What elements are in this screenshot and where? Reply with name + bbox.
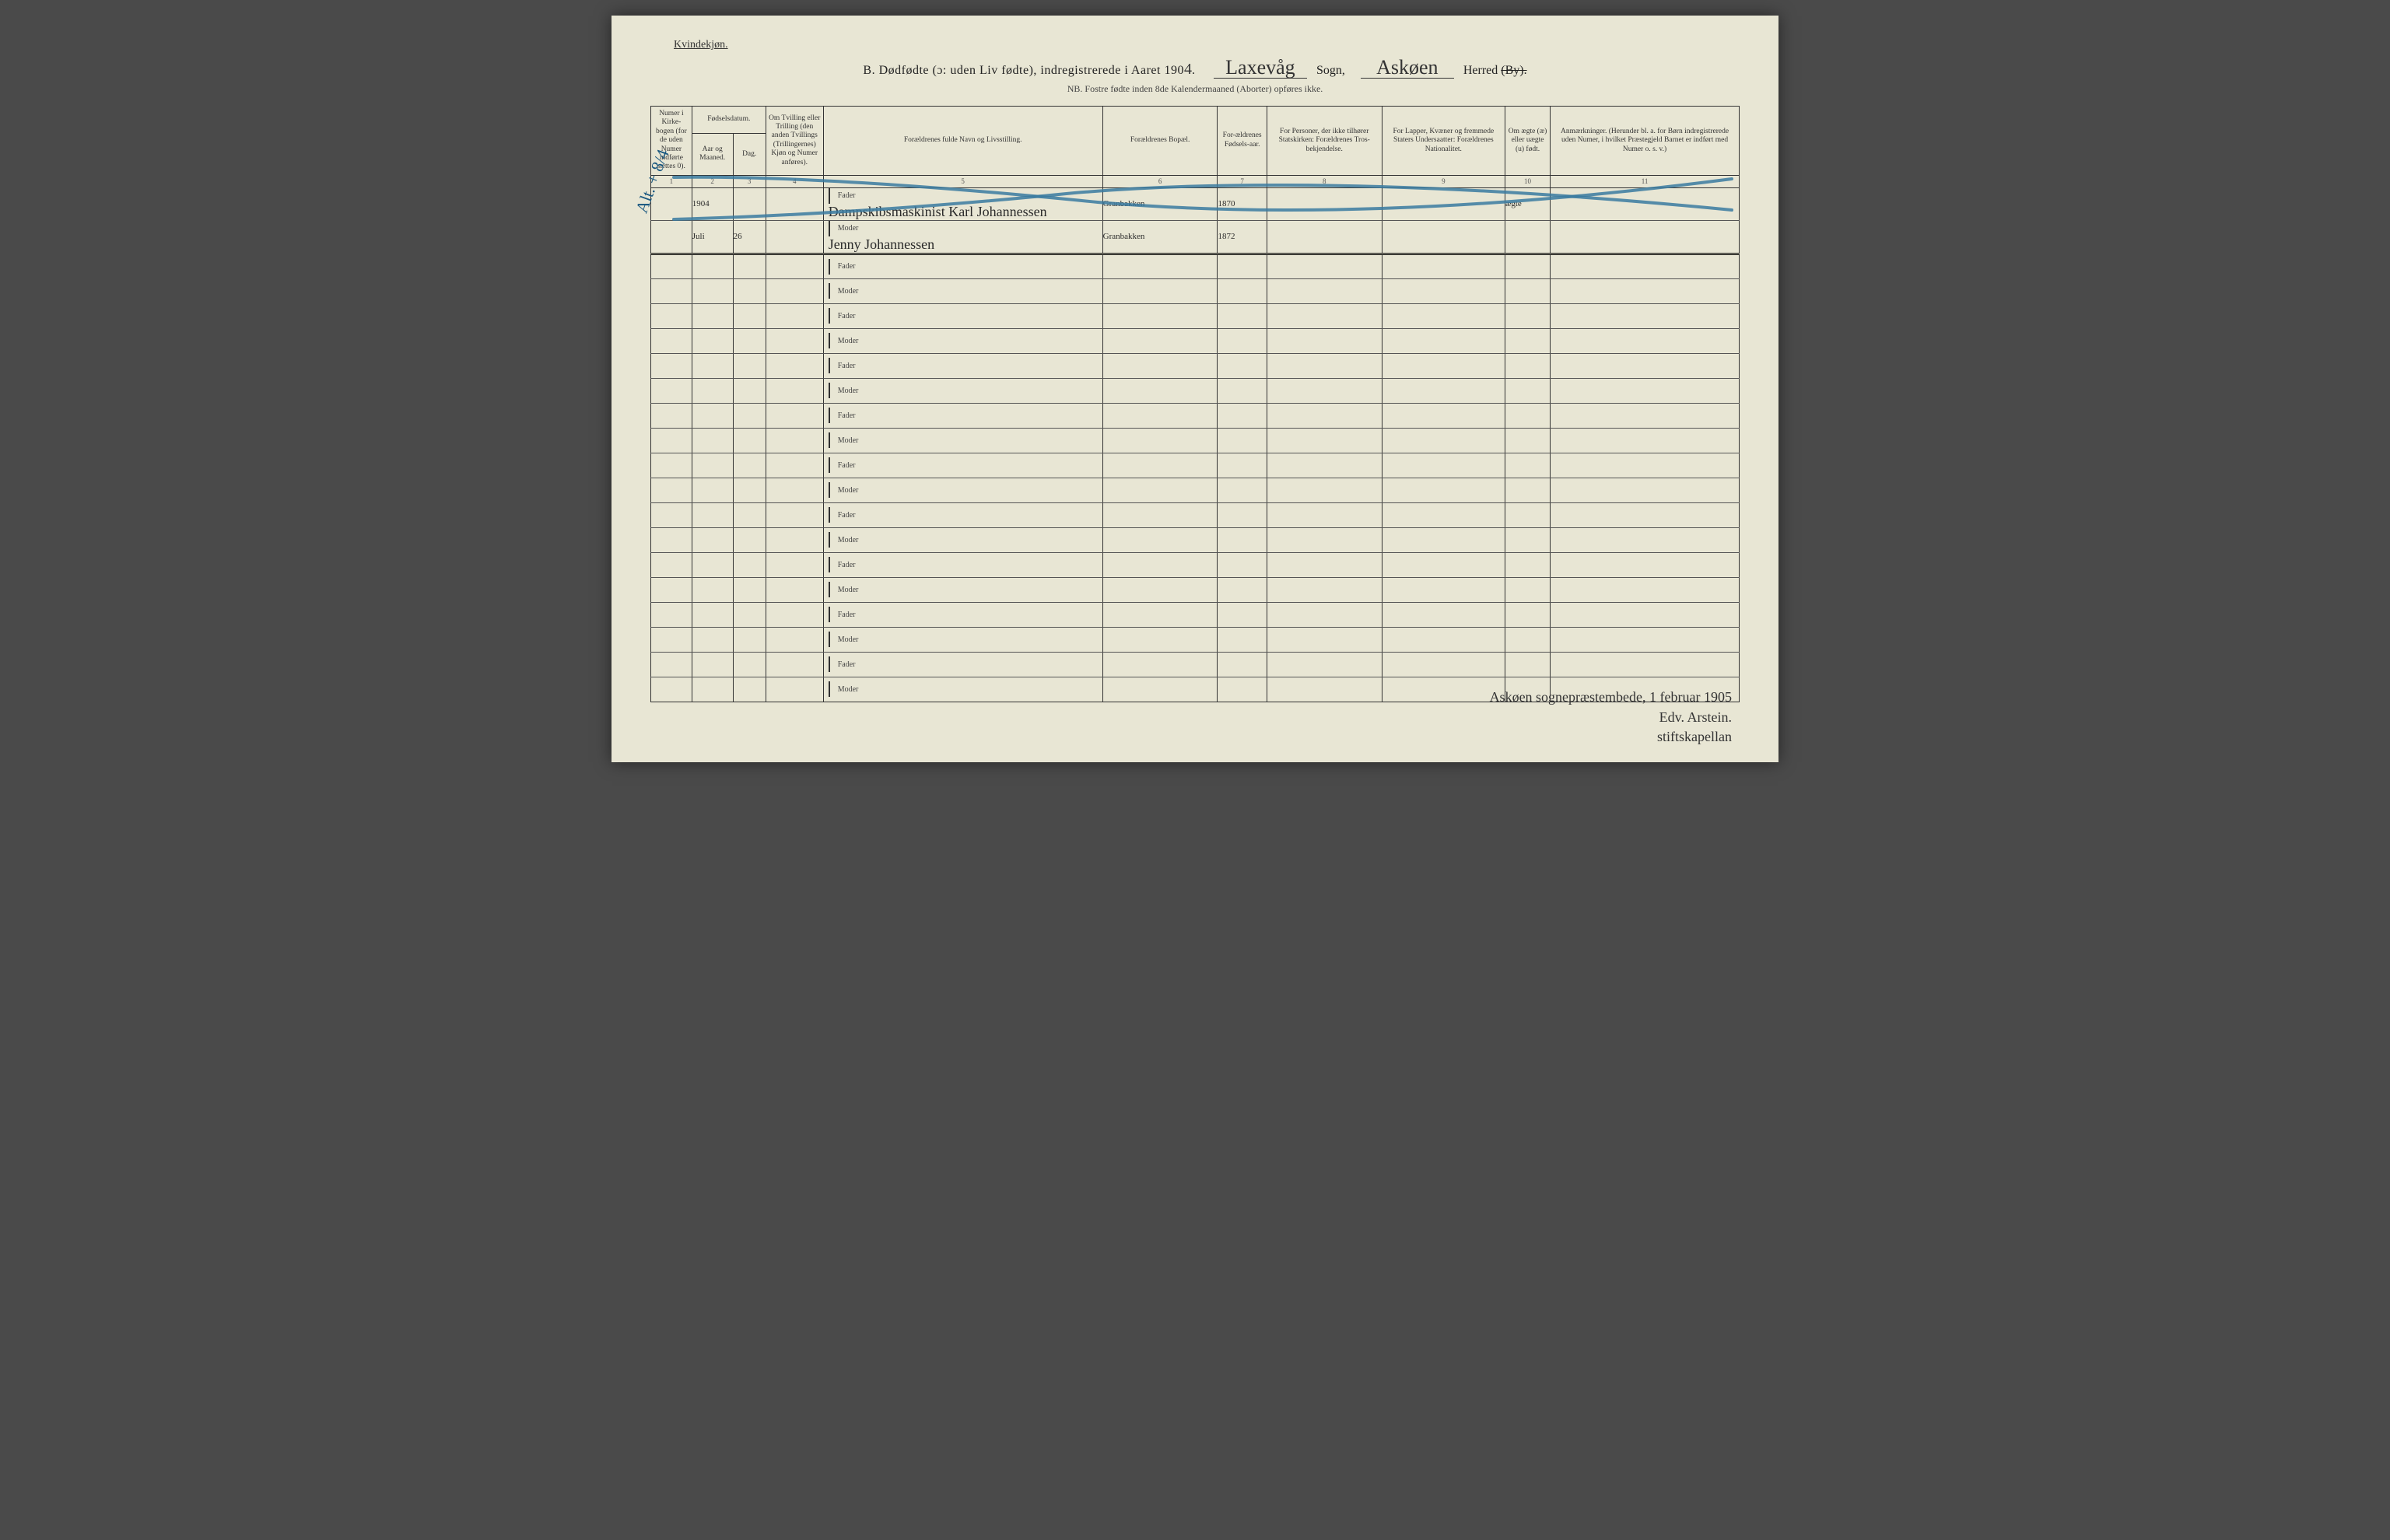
colnum: 4 bbox=[766, 175, 823, 187]
moder-label: Moder bbox=[829, 681, 875, 697]
colnum: 7 bbox=[1218, 175, 1267, 187]
col-header-3: Dag. bbox=[733, 133, 766, 175]
entry-aegte: ægte bbox=[1505, 187, 1551, 220]
col-header-2a: Fødselsdatum. bbox=[692, 107, 766, 134]
subtitle: NB. Fostre fødte inden 8de Kalendermaane… bbox=[650, 83, 1740, 95]
col-header-2b: Aar og Maaned. bbox=[692, 133, 733, 175]
table-header: Numer i Kirke-bogen (for de uden Numer i… bbox=[651, 107, 1740, 176]
empty-row: Fader bbox=[651, 602, 1740, 627]
fader-label: Fader bbox=[829, 607, 875, 622]
empty-row: Fader bbox=[651, 652, 1740, 677]
colnum: 5 bbox=[823, 175, 1102, 187]
empty-row: Fader bbox=[651, 303, 1740, 328]
empty-row: Moder bbox=[651, 328, 1740, 353]
col-header-6: Forældrenes Bopæl. bbox=[1102, 107, 1218, 176]
empty-row: Moder bbox=[651, 577, 1740, 602]
entry-fader-aar: 1870 bbox=[1218, 187, 1267, 220]
entry-moder-name: Jenny Johannessen bbox=[824, 236, 934, 252]
entry-moder-aar: 1872 bbox=[1218, 220, 1267, 254]
col-header-7: For-ældrenes Fødsels-aar. bbox=[1218, 107, 1267, 176]
moder-label: Moder bbox=[829, 632, 875, 647]
col-header-4: Om Tvilling eller Trilling (den anden Tv… bbox=[766, 107, 823, 176]
entry-fader-bopael: Granbakken bbox=[1102, 187, 1218, 220]
fader-label: Fader bbox=[829, 656, 875, 672]
entry-month: Juli bbox=[692, 220, 733, 254]
sogn-label: Sogn, bbox=[1316, 64, 1345, 77]
empty-row: Fader bbox=[651, 552, 1740, 577]
col-header-11: Anmærkninger. (Herunder bl. a. for Børn … bbox=[1551, 107, 1740, 176]
signature-block: Askøen sognepræstembede, 1 februar 1905 … bbox=[1490, 688, 1732, 747]
empty-row: Moder bbox=[651, 278, 1740, 303]
herred-struck: (By). bbox=[1501, 64, 1526, 77]
sogn-value: Laxevåg bbox=[1214, 58, 1307, 79]
signature-line-3: stiftskapellan bbox=[1490, 727, 1732, 747]
empty-row: Moder bbox=[651, 428, 1740, 453]
empty-row: Moder bbox=[651, 378, 1740, 403]
col-header-8: For Personer, der ikke tilhører Statskir… bbox=[1267, 107, 1382, 176]
fader-label: Fader bbox=[829, 507, 875, 523]
empty-row: Fader bbox=[651, 403, 1740, 428]
title-prefix: B. Dødfødte (ɔ: uden Liv fødte), indregi… bbox=[863, 64, 1184, 77]
table-body: 1 2 3 4 5 6 7 8 9 10 11 1904 FaderDampsk… bbox=[651, 175, 1740, 702]
colnum: 9 bbox=[1382, 175, 1505, 187]
empty-row: Moder bbox=[651, 478, 1740, 502]
title-line: B. Dødfødte (ɔ: uden Liv fødte), indregi… bbox=[650, 58, 1740, 79]
entry-1-fader-row: 1904 FaderDampskibsmaskinist Karl Johann… bbox=[651, 187, 1740, 220]
entry-fader-name: Dampskibsmaskinist Karl Johannessen bbox=[824, 204, 1047, 219]
fader-label: Fader bbox=[829, 308, 875, 324]
empty-row: Moder bbox=[651, 527, 1740, 552]
moder-label: Moder bbox=[829, 582, 875, 597]
colnum: 11 bbox=[1551, 175, 1740, 187]
empty-row: Fader bbox=[651, 254, 1740, 278]
signature-line-2: Edv. Arstein. bbox=[1490, 708, 1732, 727]
fader-label: Fader bbox=[829, 259, 875, 275]
moder-label: Moder bbox=[829, 221, 875, 236]
empty-row: Fader bbox=[651, 453, 1740, 478]
empty-row: Fader bbox=[651, 353, 1740, 378]
colnum: 3 bbox=[733, 175, 766, 187]
herred-value: Askøen bbox=[1361, 58, 1454, 79]
moder-label: Moder bbox=[829, 383, 875, 398]
register-page: Kvindekjøn. B. Dødfødte (ɔ: uden Liv fød… bbox=[612, 16, 1778, 762]
moder-label: Moder bbox=[829, 283, 875, 299]
fader-label: Fader bbox=[829, 358, 875, 373]
colnum: 8 bbox=[1267, 175, 1382, 187]
fader-label: Fader bbox=[829, 188, 875, 204]
empty-row: Fader bbox=[651, 502, 1740, 527]
col-header-10: Om ægte (æ) eller uægte (u) født. bbox=[1505, 107, 1551, 176]
empty-row: Moder bbox=[651, 627, 1740, 652]
col-header-5: Forældrenes fulde Navn og Livsstilling. bbox=[823, 107, 1102, 176]
moder-label: Moder bbox=[829, 482, 875, 498]
col-header-9: For Lapper, Kvæner og fremmede Staters U… bbox=[1382, 107, 1505, 176]
year-suffix: 4 bbox=[1184, 61, 1192, 78]
moder-label: Moder bbox=[829, 532, 875, 548]
entry-moder-bopael: Granbakken bbox=[1102, 220, 1218, 254]
column-number-row: 1 2 3 4 5 6 7 8 9 10 11 bbox=[651, 175, 1740, 187]
entry-1-moder-row: Juli 26 ModerJenny Johannessen Granbakke… bbox=[651, 220, 1740, 254]
entry-year: 1904 bbox=[692, 187, 733, 220]
register-table: Numer i Kirke-bogen (for de uden Numer i… bbox=[650, 106, 1740, 702]
colnum: 10 bbox=[1505, 175, 1551, 187]
colnum: 2 bbox=[692, 175, 733, 187]
moder-label: Moder bbox=[829, 432, 875, 448]
fader-label: Fader bbox=[829, 557, 875, 572]
herred-label: Herred bbox=[1463, 64, 1498, 77]
fader-label: Fader bbox=[829, 457, 875, 473]
gender-label: Kvindekjøn. bbox=[674, 39, 1740, 51]
colnum: 6 bbox=[1102, 175, 1218, 187]
fader-label: Fader bbox=[829, 408, 875, 423]
moder-label: Moder bbox=[829, 333, 875, 348]
entry-day: 26 bbox=[733, 220, 766, 254]
signature-line-1: Askøen sognepræstembede, 1 februar 1905 bbox=[1490, 688, 1732, 707]
